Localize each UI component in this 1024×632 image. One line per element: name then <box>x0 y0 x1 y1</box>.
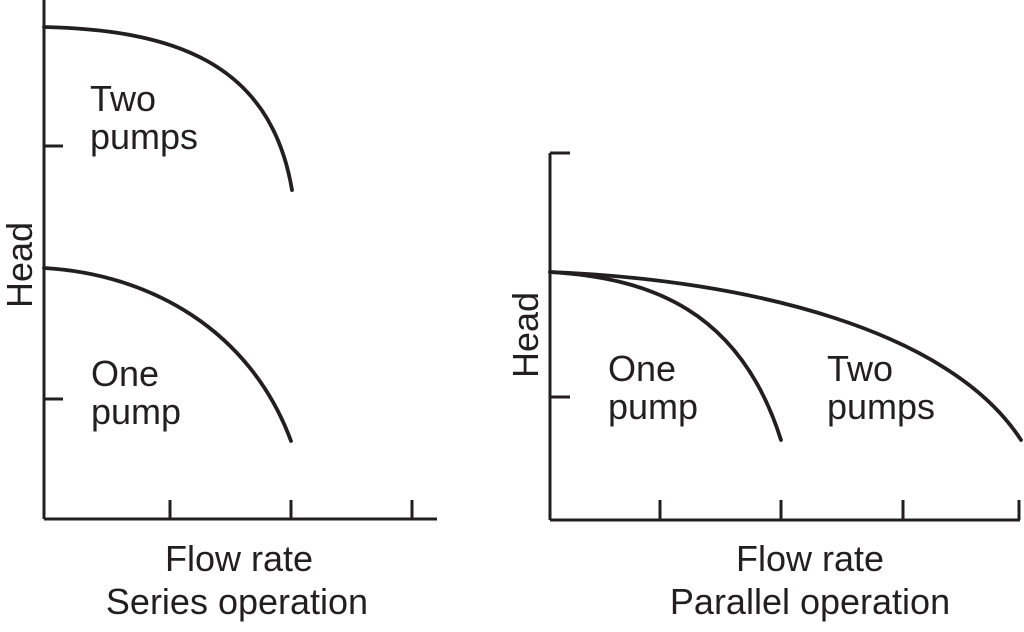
series-y-axis-ticks <box>44 144 63 401</box>
series-caption: Series operation <box>105 581 369 622</box>
parallel-chart-axes <box>548 151 1021 522</box>
parallel-one-pump-label: One pump <box>608 348 699 427</box>
parallel-caption: Parallel operation <box>669 581 951 622</box>
series-x-axis-ticks <box>168 500 414 519</box>
parallel-y-axis-label: Head <box>505 291 546 379</box>
series-one-pump-curve <box>42 266 293 443</box>
parallel-x-axis-ticks <box>658 500 1021 520</box>
parallel-two-pumps-curve <box>548 270 1023 442</box>
series-x-axis-label: Flow rate <box>164 538 314 579</box>
series-chart-axes <box>42 0 437 521</box>
parallel-chart-curves <box>548 270 1023 442</box>
series-one-pump-label: One pump <box>91 353 182 432</box>
series-y-axis-label: Head <box>0 221 40 309</box>
parallel-two-pumps-label: Two pumps <box>827 348 936 427</box>
parallel-y-axis-ticks <box>550 151 570 399</box>
series-chart-curves <box>42 25 294 443</box>
series-two-pumps-curve <box>42 25 294 192</box>
parallel-x-axis-label: Flow rate <box>735 538 885 579</box>
series-two-pumps-label: Two pumps <box>90 78 199 157</box>
